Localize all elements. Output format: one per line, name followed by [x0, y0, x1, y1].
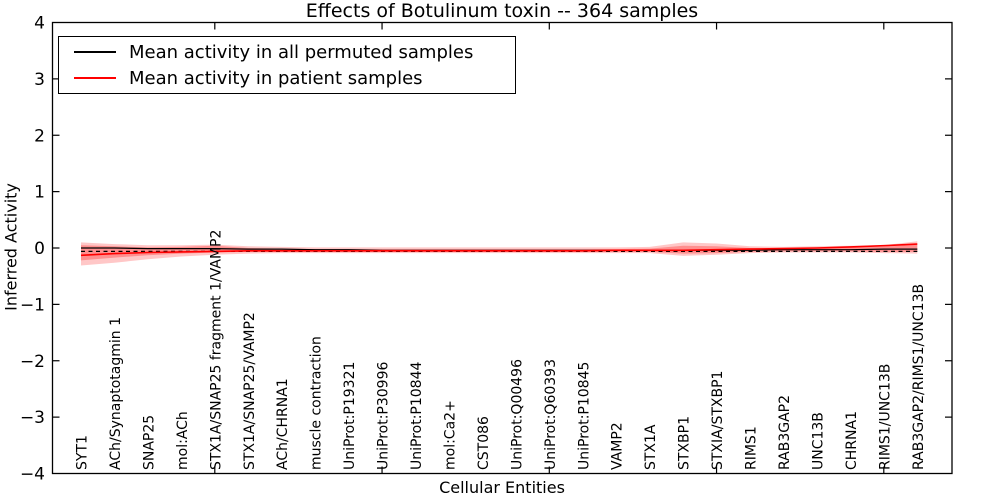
- legend-label-permuted: Mean activity in all permuted samples: [129, 41, 474, 63]
- y-axis-label: Inferred Activity: [1, 183, 21, 311]
- x-category-label: VAMP2: [610, 422, 626, 470]
- legend-item-permuted: Mean activity in all permuted samples: [59, 39, 515, 65]
- y-tick-label: 0: [34, 239, 45, 259]
- y-tick-label: −3: [20, 408, 45, 428]
- legend: Mean activity in all permuted samples Me…: [58, 36, 516, 94]
- confidence-band: [81, 241, 918, 266]
- x-axis-label: Cellular Entities: [439, 478, 565, 497]
- x-category-label: UniProt:P30996: [376, 362, 392, 470]
- x-category-label: STXBP1: [677, 416, 693, 470]
- y-tick-label: −2: [20, 352, 45, 372]
- x-category-label: CST086: [476, 416, 492, 470]
- x-category-label: mol:Ca2+: [442, 400, 458, 470]
- x-category-label: UNC13B: [810, 412, 826, 470]
- x-category-label: mol:ACh: [175, 411, 191, 470]
- x-category-label: RIMS1/UNC13B: [877, 364, 893, 470]
- x-category-label: UniProt:P19321: [342, 362, 358, 470]
- confidence-band: [81, 244, 918, 261]
- x-category-label: SNAP25: [141, 415, 157, 470]
- x-category-label: UniProt:Q00496: [509, 359, 525, 470]
- x-category-label: STX1A: [643, 424, 659, 470]
- y-tick-label: 4: [34, 14, 45, 34]
- x-category-label: RAB3GAP2/RIMS1/UNC13B: [911, 284, 927, 470]
- legend-line-permuted-icon: [74, 51, 116, 53]
- x-category-label: SYT1: [75, 435, 91, 470]
- patient-mean-line: [80, 243, 918, 257]
- x-category-label: STXIA/STXBP1: [710, 371, 726, 470]
- legend-line-patient-icon: [74, 77, 116, 79]
- y-tick-label: −4: [20, 465, 45, 485]
- legend-item-patient: Mean activity in patient samples: [59, 65, 515, 91]
- x-category-label: STX1A/SNAP25 fragment 1/VAMP2: [208, 230, 224, 470]
- x-category-label: UniProt:P10845: [576, 362, 592, 470]
- x-category-label: UniProt:Q60393: [543, 359, 559, 470]
- x-category-label: CHRNA1: [844, 411, 860, 470]
- x-category-label: ACh/Synaptotagmin 1: [108, 317, 124, 470]
- x-category-label: ACh/CHRNA1: [275, 378, 291, 470]
- chart-title: Effects of Botulinum toxin -- 364 sample…: [305, 0, 699, 22]
- y-tick-label: −1: [20, 295, 45, 315]
- y-tick-label: 2: [34, 126, 45, 146]
- legend-label-patient: Mean activity in patient samples: [129, 67, 423, 89]
- x-category-label: UniProt:P10844: [409, 362, 425, 470]
- x-category-label: RAB3GAP2: [777, 395, 793, 470]
- x-category-label: STX1A/SNAP25/VAMP2: [242, 312, 258, 470]
- y-tick-label: 1: [34, 183, 45, 203]
- y-tick-label: 3: [34, 70, 45, 90]
- x-category-label: muscle contraction: [309, 336, 325, 470]
- x-category-label: RIMS1: [744, 426, 760, 470]
